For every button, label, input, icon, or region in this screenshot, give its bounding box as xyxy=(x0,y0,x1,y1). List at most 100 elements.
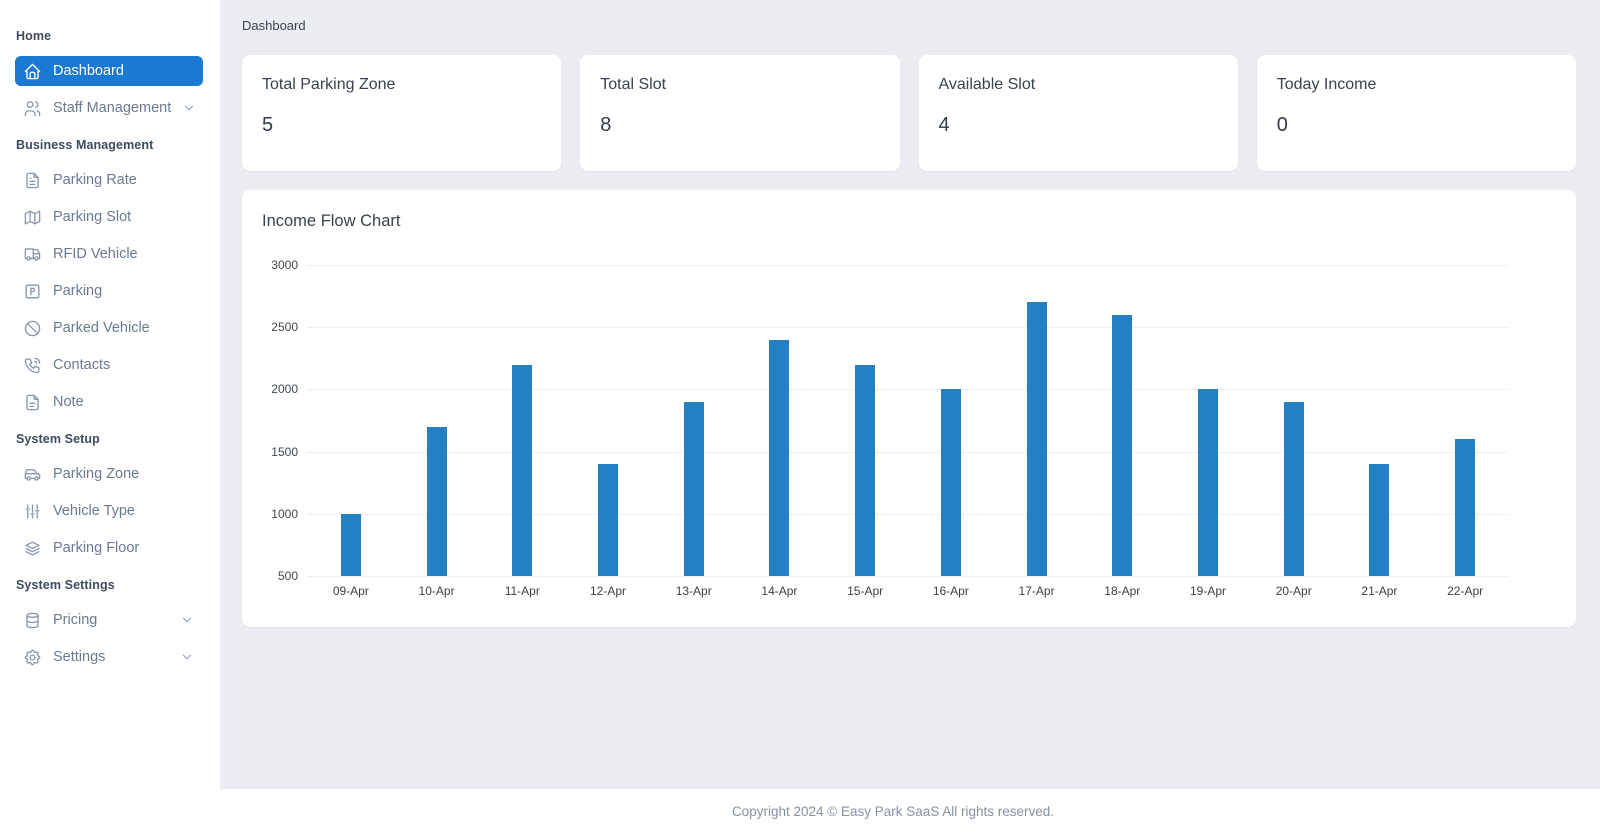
file-text-icon xyxy=(23,171,42,190)
bar-10-apr xyxy=(426,426,447,576)
sidebar-item-label: Note xyxy=(53,394,84,410)
car-icon xyxy=(23,465,42,484)
stat-value: 0 xyxy=(1276,114,1288,136)
x-axis-label: 20-Apr xyxy=(1275,584,1312,598)
sidebar-item-parking[interactable]: Parking xyxy=(15,276,203,306)
copyright-text: Copyright 2024 © Easy Park SaaS All righ… xyxy=(731,804,1055,819)
chevron-down-icon xyxy=(180,613,194,627)
chart-title: Income Flow Chart xyxy=(262,212,401,230)
sidebar-item-staff-management[interactable]: Staff Management xyxy=(15,93,203,123)
sidebar-item-settings[interactable]: Settings xyxy=(15,642,203,672)
sidebar-item-rfid-vehicle[interactable]: RFID Vehicle xyxy=(15,239,203,269)
sidebar-item-label: Parking Slot xyxy=(53,209,132,225)
bar-13-apr xyxy=(683,401,704,576)
chevron-down-icon xyxy=(180,650,194,664)
bar-11-apr xyxy=(512,364,533,576)
x-axis-label: 19-Apr xyxy=(1189,584,1227,598)
bar-21-apr xyxy=(1369,464,1390,576)
gridline-2500 xyxy=(308,327,1508,329)
gridline-2000 xyxy=(308,389,1508,391)
x-axis-label: 15-Apr xyxy=(847,584,884,598)
sidebar-item-label: Settings xyxy=(53,649,106,665)
bar-19-apr xyxy=(1198,389,1218,576)
stat-title: Total Slot xyxy=(600,76,667,93)
layers-icon xyxy=(23,539,42,558)
bar-17-apr xyxy=(1026,302,1047,576)
gridline-1500 xyxy=(308,451,1508,453)
breadcrumb: Dashboard xyxy=(242,18,306,33)
x-axis-label: 21-Apr xyxy=(1361,584,1398,598)
sidebar-item-parking-rate[interactable]: Parking Rate xyxy=(15,165,203,195)
stat-value: 5 xyxy=(262,114,274,136)
users-icon xyxy=(23,99,42,118)
home-icon xyxy=(23,62,42,81)
sidebar-item-label: Parking xyxy=(53,283,103,299)
sidebar-item-label: Contacts xyxy=(53,357,111,373)
sidebar-item-label: Staff Management xyxy=(53,100,172,116)
gridline-3000 xyxy=(308,265,1508,266)
stat-card-total-slot: Total Slot 8 xyxy=(580,55,900,171)
y-axis-tick: 2500 xyxy=(271,320,298,335)
gear-icon xyxy=(23,648,42,667)
bar-22-apr xyxy=(1455,439,1476,576)
sidebar-item-parking-zone[interactable]: Parking Zone xyxy=(15,459,203,489)
sidebar-item-parking-slot[interactable]: Parking Slot xyxy=(15,202,203,232)
sidebar-item-pricing[interactable]: Pricing xyxy=(15,605,203,635)
sidebar-section-label-system-settings: System Settings xyxy=(16,578,115,592)
note-icon xyxy=(23,393,42,412)
income-flow-chart: 3000 2500 2000 1500 1000 500 09-Apr 10-Apr 11-Ap… xyxy=(262,251,1556,603)
phone-icon xyxy=(23,356,42,375)
x-axis-label: 17-Apr xyxy=(1018,584,1055,598)
content-area: Dashboard Total Parking Zone 5 Total Slot 8… xyxy=(220,0,1600,789)
chevron-down-icon xyxy=(182,101,196,115)
sidebar-item-label: Pricing xyxy=(53,612,98,628)
x-axis-label: 18-Apr xyxy=(1104,584,1141,598)
truck-icon xyxy=(23,245,42,264)
gridline-1000 xyxy=(308,513,1508,515)
database-icon xyxy=(23,611,42,630)
stat-card-today-income: Today Income 0 xyxy=(1256,55,1576,171)
income-chart-card: Income Flow Chart 3000 2500 2000 1500 1000 50… xyxy=(242,190,1576,627)
x-axis-label: 10-Apr xyxy=(418,584,455,598)
bar-09-apr xyxy=(340,513,361,576)
bar-16-apr xyxy=(940,389,961,576)
stat-card-total-parking-zone: Total Parking Zone 5 xyxy=(242,55,562,171)
stats-row: Total Parking Zone 5 Total Slot 8 Available … xyxy=(242,55,1576,171)
x-axis-label: 14-Apr xyxy=(761,584,798,598)
bar-12-apr xyxy=(598,464,618,576)
sidebar-item-label: RFID Vehicle xyxy=(53,246,138,262)
map-icon xyxy=(23,208,42,227)
bar-14-apr xyxy=(769,339,790,576)
sidebar-section-label-business-management: Business Management xyxy=(16,138,154,152)
sidebar-item-label: Dashboard xyxy=(53,63,124,79)
ban-icon xyxy=(23,319,42,338)
plot-area xyxy=(308,251,1508,576)
sidebar-item-note[interactable]: Note xyxy=(15,387,203,417)
sidebar-item-parked-vehicle[interactable]: Parked Vehicle xyxy=(15,313,203,343)
bar-20-apr xyxy=(1283,401,1304,576)
sidebar-item-contacts[interactable]: Contacts xyxy=(15,350,203,380)
y-axis-tick: 500 xyxy=(277,569,298,583)
x-axis-label: 13-Apr xyxy=(675,584,712,598)
y-axis-tick: 1000 xyxy=(271,506,298,521)
stat-title: Today Income xyxy=(1276,76,1377,93)
stat-card-available-slot: Available Slot 4 xyxy=(918,55,1238,171)
sidebar-item-label: Parking Zone xyxy=(53,466,140,482)
sidebar-item-vehicle-type[interactable]: Vehicle Type xyxy=(15,496,203,526)
bar-15-apr xyxy=(855,364,876,576)
footer: Copyright 2024 © Easy Park SaaS All righ… xyxy=(220,789,1600,834)
stat-title: Available Slot xyxy=(938,76,1036,93)
x-axis-label: 12-Apr xyxy=(589,584,627,598)
stat-value: 4 xyxy=(938,114,950,136)
main-area: Dashboard Total Parking Zone 5 Total Slot 8… xyxy=(220,0,1600,834)
sidebar-item-dashboard[interactable]: Dashboard xyxy=(15,56,203,86)
gridline-500 xyxy=(308,576,1508,577)
parking-icon xyxy=(23,282,42,301)
sidebar-item-parking-floor[interactable]: Parking Floor xyxy=(15,533,203,563)
y-axis-tick: 1500 xyxy=(271,444,298,459)
x-axis-label: 09-Apr xyxy=(332,584,369,598)
sidebar-section-label-system-setup: System Setup xyxy=(16,432,100,446)
stat-title: Total Parking Zone xyxy=(262,76,396,93)
adjustments-icon xyxy=(23,502,42,521)
